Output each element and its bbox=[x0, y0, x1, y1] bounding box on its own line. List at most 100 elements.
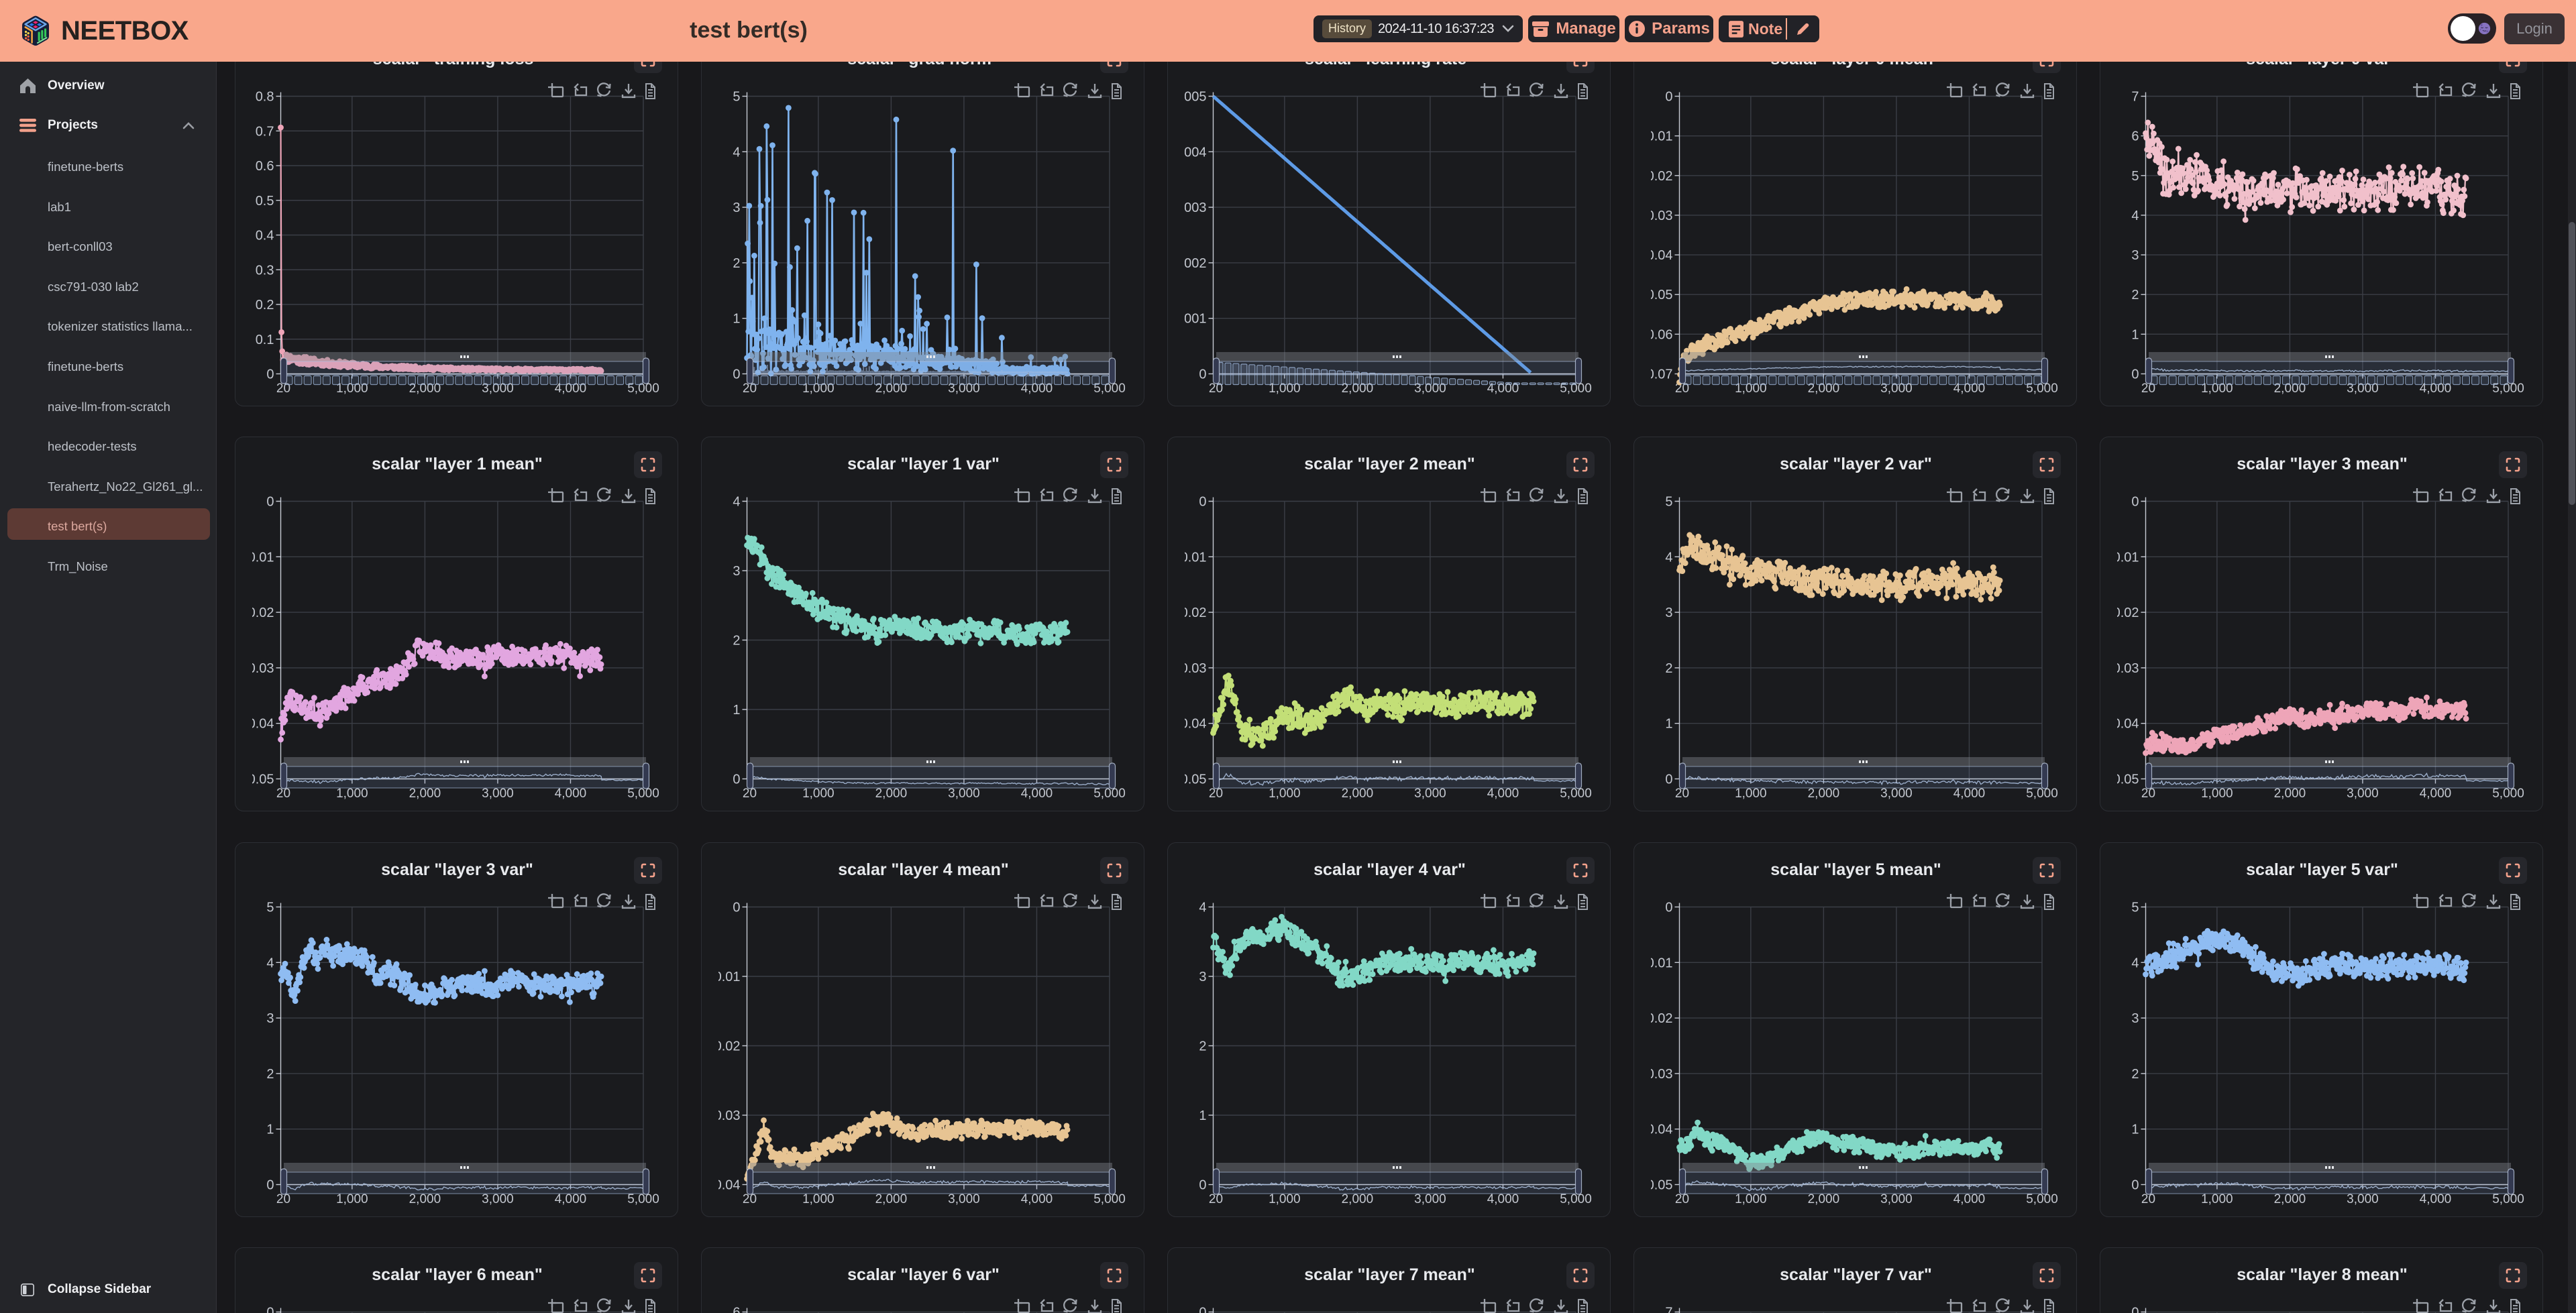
svg-text:0.0003: 0.0003 bbox=[1168, 201, 1207, 215]
svg-text:2,000: 2,000 bbox=[1808, 382, 1840, 396]
svg-text:0: 0 bbox=[266, 367, 274, 382]
svg-text:0.5: 0.5 bbox=[256, 193, 274, 208]
svg-text:0.0001: 0.0001 bbox=[1168, 311, 1207, 326]
svg-text:4,000: 4,000 bbox=[2420, 787, 2452, 801]
svg-text:5,000: 5,000 bbox=[2492, 787, 2524, 801]
svg-text:3,000: 3,000 bbox=[482, 1192, 514, 1206]
svg-text:3: 3 bbox=[733, 201, 740, 215]
svg-text:-0.04: -0.04 bbox=[1642, 248, 1673, 263]
svg-text:4: 4 bbox=[733, 145, 740, 160]
svg-text:-0.05: -0.05 bbox=[1176, 773, 1207, 787]
svg-text:1: 1 bbox=[1665, 717, 1672, 732]
svg-text:4,000: 4,000 bbox=[555, 787, 587, 801]
svg-text:0.0005: 0.0005 bbox=[1168, 89, 1207, 104]
svg-text:0.1: 0.1 bbox=[256, 332, 274, 347]
svg-text:0.4: 0.4 bbox=[256, 228, 274, 243]
svg-text:3,000: 3,000 bbox=[482, 787, 514, 801]
svg-text:5: 5 bbox=[2131, 168, 2139, 183]
svg-text:5,000: 5,000 bbox=[2026, 787, 2058, 801]
svg-text:20: 20 bbox=[2141, 382, 2155, 396]
svg-text:5: 5 bbox=[266, 900, 274, 915]
svg-text:2,000: 2,000 bbox=[1342, 787, 1374, 801]
svg-text:4,000: 4,000 bbox=[1487, 787, 1519, 801]
svg-text:-0.03: -0.03 bbox=[1176, 661, 1207, 676]
svg-text:0: 0 bbox=[733, 773, 740, 787]
svg-text:3,000: 3,000 bbox=[1414, 382, 1446, 396]
svg-text:4: 4 bbox=[1665, 550, 1672, 565]
svg-text:2,000: 2,000 bbox=[1808, 787, 1840, 801]
svg-text:1,000: 1,000 bbox=[336, 1192, 368, 1206]
svg-text:3,000: 3,000 bbox=[1414, 787, 1446, 801]
svg-text:20: 20 bbox=[1675, 787, 1689, 801]
svg-text:0.6: 0.6 bbox=[256, 159, 274, 174]
svg-text:-0.05: -0.05 bbox=[1642, 288, 1673, 302]
svg-text:-0.07: -0.07 bbox=[1642, 367, 1673, 382]
svg-text:4: 4 bbox=[266, 956, 274, 970]
svg-text:2: 2 bbox=[733, 634, 740, 648]
svg-text:20: 20 bbox=[743, 787, 757, 801]
svg-text:2,000: 2,000 bbox=[875, 787, 908, 801]
svg-text:2,000: 2,000 bbox=[2274, 787, 2306, 801]
svg-text:1,000: 1,000 bbox=[1269, 787, 1301, 801]
svg-text:-0.03: -0.03 bbox=[244, 661, 274, 676]
svg-text:6: 6 bbox=[2131, 129, 2139, 144]
svg-text:2: 2 bbox=[2131, 288, 2139, 302]
svg-text:3: 3 bbox=[266, 1011, 274, 1026]
svg-text:5,000: 5,000 bbox=[627, 382, 659, 396]
svg-text:0.0004: 0.0004 bbox=[1168, 145, 1207, 160]
svg-text:0: 0 bbox=[1199, 367, 1206, 382]
svg-text:2,000: 2,000 bbox=[2274, 382, 2306, 396]
svg-text:4,000: 4,000 bbox=[1021, 787, 1053, 801]
svg-text:5,000: 5,000 bbox=[627, 1192, 659, 1206]
svg-text:0: 0 bbox=[2131, 367, 2139, 382]
svg-text:0: 0 bbox=[1665, 773, 1672, 787]
svg-text:2: 2 bbox=[1665, 661, 1672, 676]
svg-text:20: 20 bbox=[276, 787, 290, 801]
svg-text:0: 0 bbox=[266, 495, 274, 510]
svg-text:0.3: 0.3 bbox=[256, 263, 274, 278]
svg-text:1: 1 bbox=[733, 703, 740, 718]
svg-text:0.2: 0.2 bbox=[256, 298, 274, 312]
svg-text:7: 7 bbox=[2131, 89, 2139, 104]
svg-text:3: 3 bbox=[2131, 248, 2139, 263]
svg-text:-0.01: -0.01 bbox=[1642, 129, 1673, 144]
svg-text:3,000: 3,000 bbox=[2347, 787, 2379, 801]
svg-text:3: 3 bbox=[1665, 606, 1672, 620]
svg-text:0: 0 bbox=[1199, 495, 1206, 510]
svg-text:-0.01: -0.01 bbox=[244, 550, 274, 565]
svg-text:0.7: 0.7 bbox=[256, 124, 274, 139]
svg-text:1: 1 bbox=[266, 1122, 274, 1137]
svg-text:4,000: 4,000 bbox=[555, 1192, 587, 1206]
svg-text:1,000: 1,000 bbox=[2201, 787, 2233, 801]
svg-text:1,000: 1,000 bbox=[2201, 382, 2233, 396]
svg-text:1,000: 1,000 bbox=[802, 787, 835, 801]
svg-text:1: 1 bbox=[733, 311, 740, 326]
svg-text:0.0002: 0.0002 bbox=[1168, 255, 1207, 270]
svg-text:0: 0 bbox=[733, 367, 740, 382]
svg-text:5,000: 5,000 bbox=[1560, 382, 1592, 396]
svg-text:1,000: 1,000 bbox=[802, 382, 835, 396]
svg-text:0: 0 bbox=[2131, 495, 2139, 510]
svg-text:3,000: 3,000 bbox=[948, 382, 980, 396]
svg-text:4,000: 4,000 bbox=[1021, 382, 1053, 396]
svg-text:20: 20 bbox=[276, 1192, 290, 1206]
svg-text:2,000: 2,000 bbox=[1342, 382, 1374, 396]
svg-text:1,000: 1,000 bbox=[336, 787, 368, 801]
svg-text:4: 4 bbox=[733, 495, 740, 510]
svg-text:5: 5 bbox=[1665, 495, 1672, 510]
svg-text:4,000: 4,000 bbox=[1487, 382, 1519, 396]
svg-text:5,000: 5,000 bbox=[627, 787, 659, 801]
svg-text:5: 5 bbox=[733, 89, 740, 104]
svg-text:1,000: 1,000 bbox=[1735, 787, 1767, 801]
svg-text:2: 2 bbox=[733, 255, 740, 270]
svg-text:2,000: 2,000 bbox=[875, 382, 908, 396]
svg-text:3,000: 3,000 bbox=[2347, 382, 2379, 396]
svg-text:-0.04: -0.04 bbox=[1176, 717, 1207, 732]
svg-text:4,000: 4,000 bbox=[1953, 787, 1986, 801]
svg-text:-0.02: -0.02 bbox=[1642, 168, 1673, 183]
svg-text:1,000: 1,000 bbox=[1735, 382, 1767, 396]
svg-text:-0.04: -0.04 bbox=[2108, 717, 2139, 732]
svg-text:1: 1 bbox=[2131, 327, 2139, 342]
svg-text:3: 3 bbox=[733, 564, 740, 579]
svg-text:-0.01: -0.01 bbox=[2108, 550, 2139, 565]
